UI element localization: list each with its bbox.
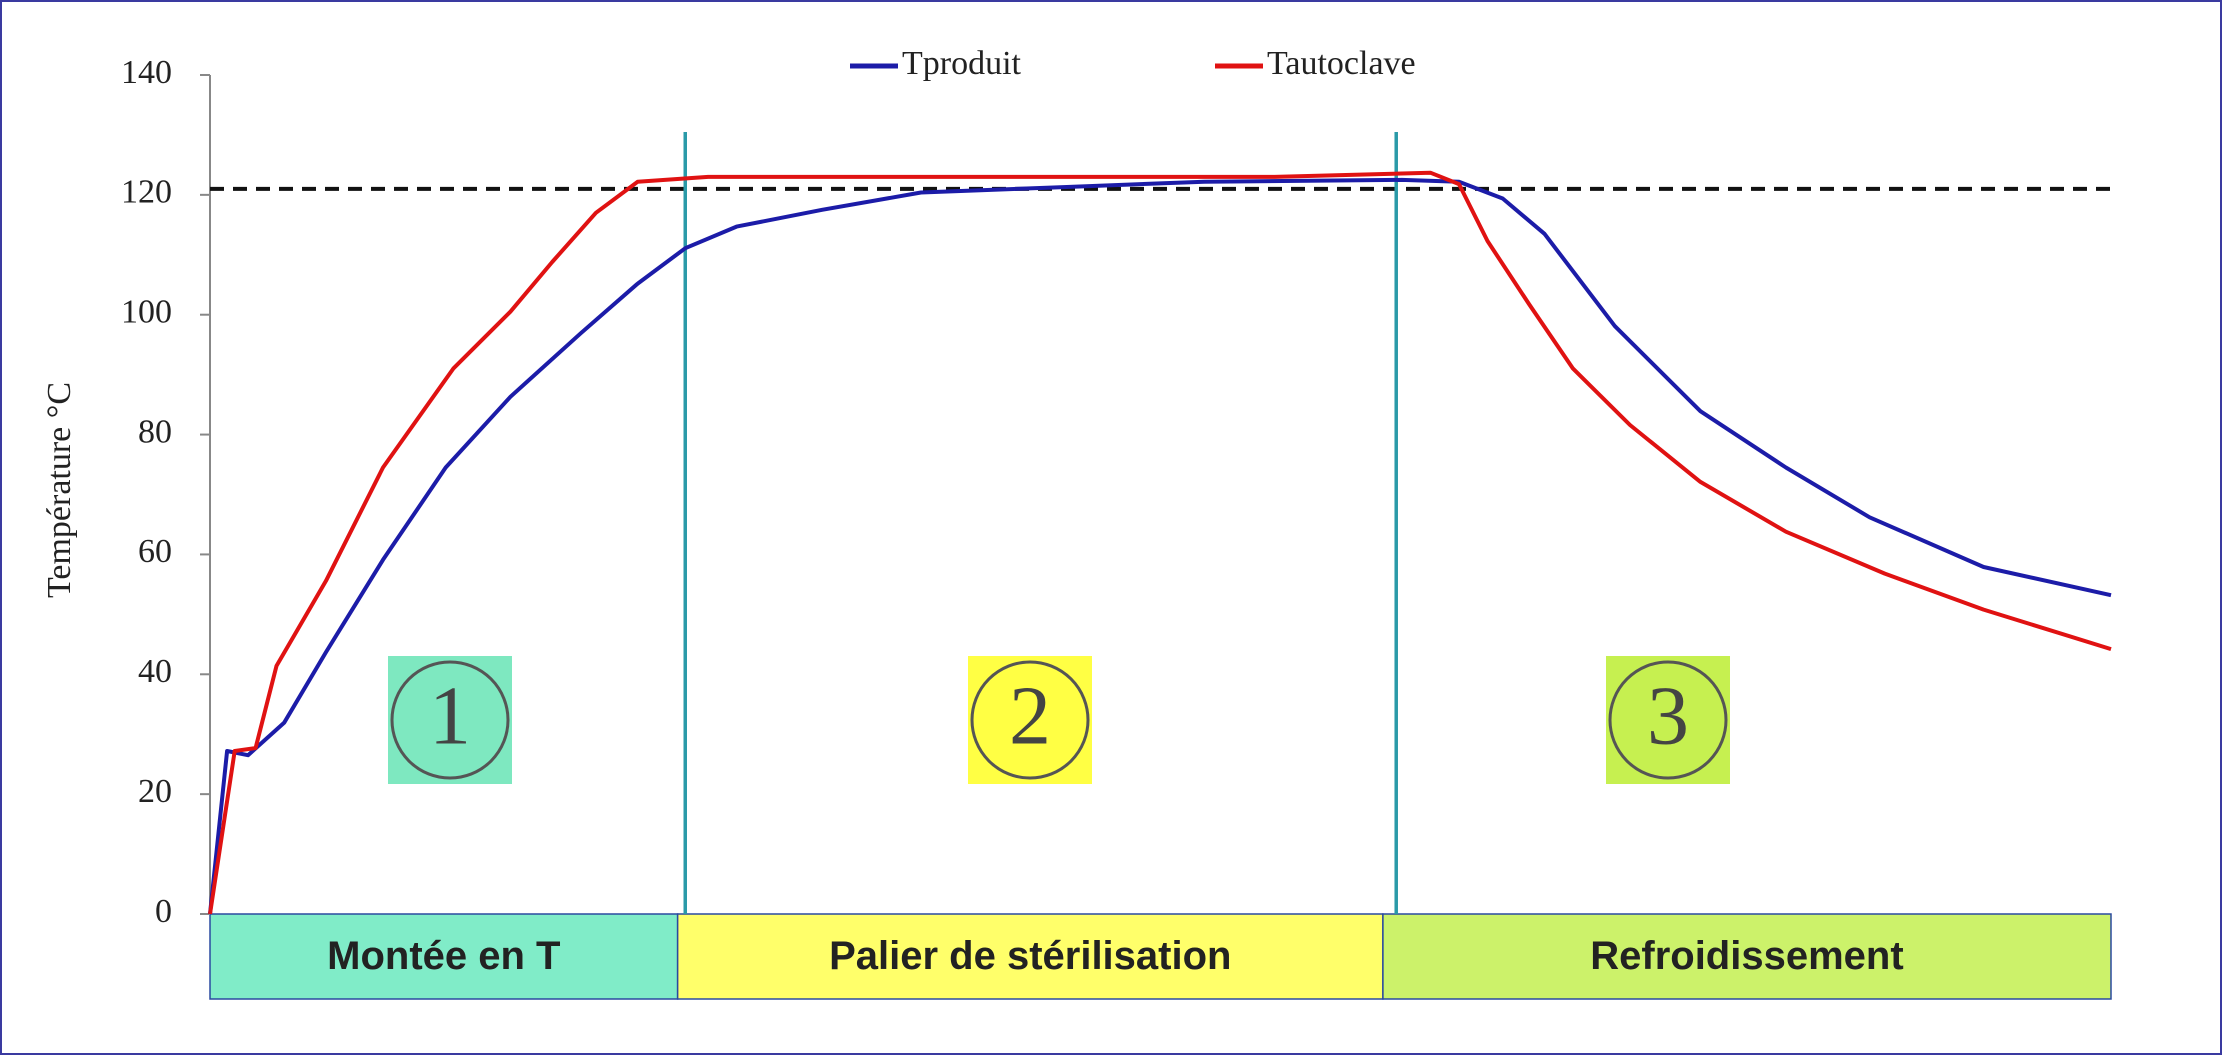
phase-band — [676, 913, 1384, 1000]
y-axis-label: Température °C — [41, 382, 78, 598]
y-tick-label: 120 — [121, 174, 172, 211]
phase-number: 3 — [1647, 669, 1689, 762]
phase-number: 1 — [429, 669, 471, 762]
y-tick-label: 20 — [138, 773, 172, 810]
phase-label: Montée en T — [327, 934, 560, 978]
legend-label: Tproduit — [902, 45, 1022, 82]
phase-band — [1382, 913, 2112, 1000]
phase-label: Palier de stérilisation — [829, 934, 1231, 978]
legend-label: Tautoclave — [1267, 45, 1416, 82]
y-tick-label: 140 — [121, 54, 172, 91]
y-tick-label: 80 — [138, 413, 172, 450]
number-circle — [390, 660, 510, 780]
phase-label: Refroidissement — [1590, 934, 1903, 978]
phase-number: 2 — [1009, 669, 1051, 762]
series-line — [208, 170, 2112, 915]
phase-band — [209, 913, 679, 1000]
series-line — [208, 177, 2112, 915]
number-circle — [970, 660, 1090, 780]
number-circle — [1608, 660, 1728, 780]
y-tick-label: 100 — [121, 294, 172, 331]
y-tick-label: 0 — [155, 893, 172, 930]
y-tick-label: 60 — [138, 533, 172, 570]
y-tick-label: 40 — [138, 653, 172, 690]
